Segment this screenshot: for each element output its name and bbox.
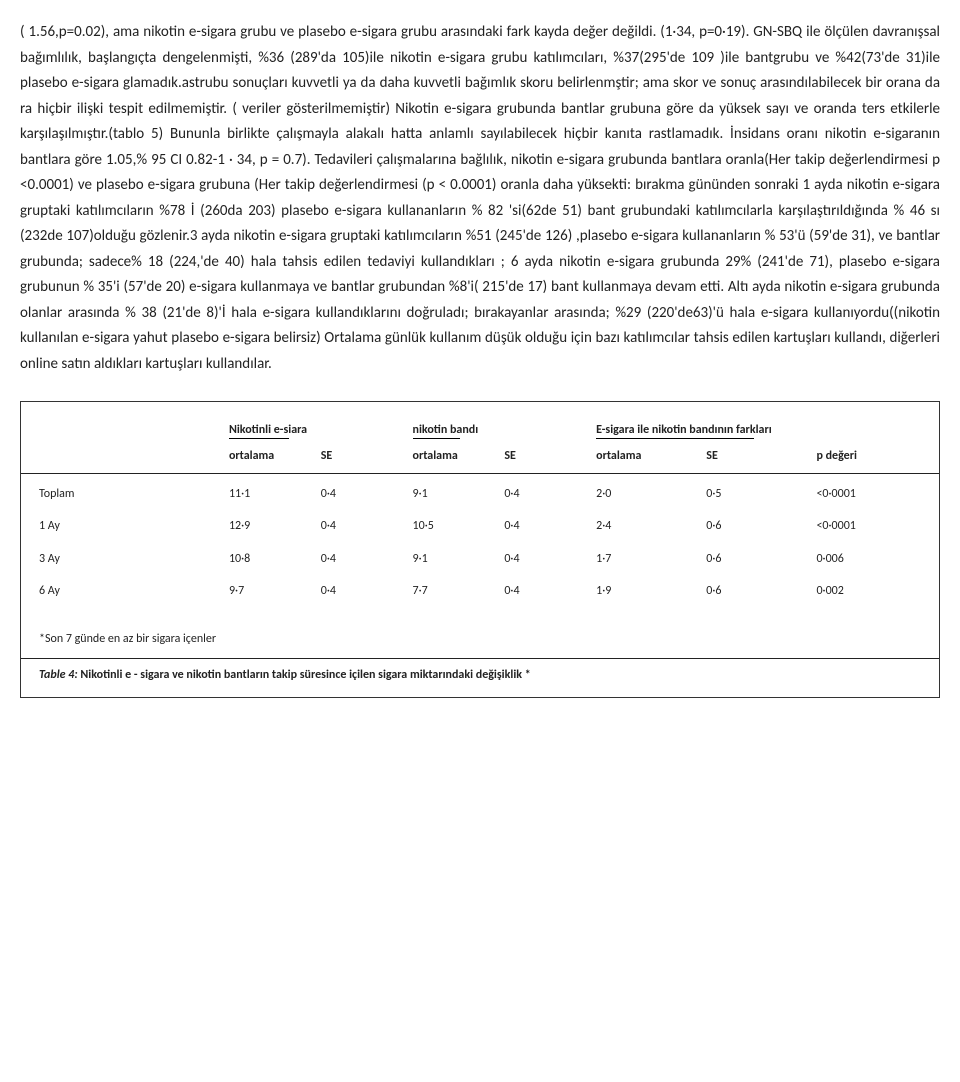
- cell: 10·5: [407, 510, 499, 542]
- col-se: SE: [321, 449, 333, 463]
- table-sub-header: ortalama SE ortalama SE ortalama SE p de…: [21, 442, 939, 473]
- table-footnote: *Son 7 günde en az bir sigara içenler: [21, 607, 939, 658]
- group3-label: E-sigara ile nikotin bandının farkları: [596, 423, 772, 437]
- cell: 0·006: [810, 543, 939, 575]
- row-label: 3 Ay: [21, 543, 223, 575]
- caption-text: Nikotinli e - sigara ve nikotin bantları…: [78, 668, 531, 682]
- group2-label: nikotin bandı: [413, 423, 479, 437]
- cell: 7·7: [407, 575, 499, 607]
- cell: 0·6: [700, 543, 810, 575]
- cell: 0·4: [498, 510, 590, 542]
- col-mean: ortalama: [229, 449, 274, 463]
- cell: 1·7: [590, 543, 700, 575]
- row-label: 6 Ay: [21, 575, 223, 607]
- row-label: Toplam: [21, 473, 223, 510]
- cell: 12·9: [223, 510, 315, 542]
- cell: 0·5: [700, 473, 810, 510]
- table-row: 3 Ay 10·8 0·4 9·1 0·4 1·7 0·6 0·006: [21, 543, 939, 575]
- caption-lead: Table 4:: [39, 668, 78, 682]
- col-se: SE: [706, 449, 718, 463]
- group1-label: Nikotinli e-siara: [229, 423, 307, 437]
- cell: 0·4: [315, 575, 407, 607]
- cell: 9·1: [407, 473, 499, 510]
- table-group-header: Nikotinli e-siara nikotin bandı E-sigara…: [21, 402, 939, 442]
- cell: 11·1: [223, 473, 315, 510]
- cell: 0·4: [498, 543, 590, 575]
- table-footnote-row: *Son 7 günde en az bir sigara içenler: [21, 607, 939, 658]
- cell: <0·0001: [810, 510, 939, 542]
- table-4: Nikotinli e-siara nikotin bandı E-sigara…: [20, 401, 940, 698]
- cell: 0·4: [498, 575, 590, 607]
- cell: 0·4: [315, 510, 407, 542]
- cell: 2·4: [590, 510, 700, 542]
- cell: 0·4: [315, 473, 407, 510]
- cell: 0·6: [700, 575, 810, 607]
- table-row: Toplam 11·1 0·4 9·1 0·4 2·0 0·5 <0·0001: [21, 473, 939, 510]
- cell: 0·4: [498, 473, 590, 510]
- cell: 2·0: [590, 473, 700, 510]
- cell: 0·4: [315, 543, 407, 575]
- table-caption-row: Table 4: Nikotinli e - sigara ve nikotin…: [21, 658, 939, 697]
- col-mean: ortalama: [596, 449, 641, 463]
- col-mean: ortalama: [413, 449, 458, 463]
- cell: 1·9: [590, 575, 700, 607]
- table-row: 1 Ay 12·9 0·4 10·5 0·4 2·4 0·6 <0·0001: [21, 510, 939, 542]
- cell: 0·6: [700, 510, 810, 542]
- cell: 10·8: [223, 543, 315, 575]
- row-label: 1 Ay: [21, 510, 223, 542]
- col-se: SE: [504, 449, 516, 463]
- cell: 9·7: [223, 575, 315, 607]
- table-row: 6 Ay 9·7 0·4 7·7 0·4 1·9 0·6 0·002: [21, 575, 939, 607]
- cell: 0·002: [810, 575, 939, 607]
- cell: 9·1: [407, 543, 499, 575]
- body-paragraph: ( 1.56,p=0.02), ama nikotin e-sigara gru…: [20, 20, 940, 377]
- col-p: p değeri: [816, 449, 856, 463]
- cell: <0·0001: [810, 473, 939, 510]
